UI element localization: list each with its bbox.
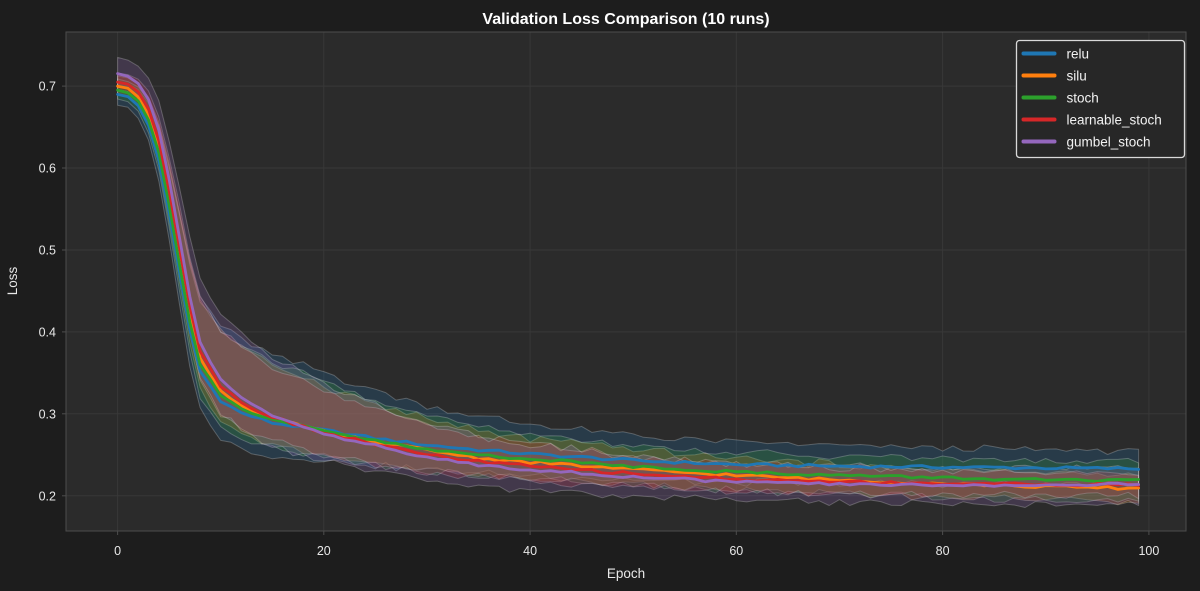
- plot-area: [66, 32, 1186, 531]
- x-tick-label: 80: [936, 544, 950, 558]
- y-tick-label: 0.2: [39, 489, 56, 503]
- series-line-gumbel_stoch: [116, 72, 1140, 488]
- y-axis: 0.2 0.3 0.4 0.5 0.6 0.7 Loss: [5, 80, 66, 503]
- series-band-learnable_stoch: [117, 72, 1140, 500]
- legend-label-learnable_stoch: learnable_stoch: [1067, 112, 1162, 127]
- x-tick-label: 60: [729, 544, 743, 558]
- x-tick-label: 100: [1138, 544, 1159, 558]
- y-tick-label: 0.4: [39, 325, 56, 339]
- x-tick-label: 40: [523, 544, 537, 558]
- y-tick-label: 0.7: [39, 80, 56, 94]
- y-tick-label: 0.3: [39, 407, 56, 421]
- y-axis-label: Loss: [5, 266, 20, 295]
- chart-title: Validation Loss Comparison (10 runs): [482, 11, 769, 28]
- legend-label-stoch: stoch: [1067, 90, 1099, 105]
- x-tick-label: 20: [317, 544, 331, 558]
- y-tick-label: 0.6: [39, 162, 56, 176]
- series-band-silu: [117, 75, 1140, 506]
- axes-spines: [65, 31, 1187, 532]
- series-layer: [116, 56, 1140, 508]
- legend-item-stoch: stoch: [1021, 90, 1099, 105]
- legend-item-gumbel_stoch: gumbel_stoch: [1021, 134, 1151, 149]
- legend-item-learnable_stoch: learnable_stoch: [1021, 112, 1162, 127]
- legend-box: [1015, 39, 1186, 159]
- series-band-gumbel_stoch: [117, 56, 1140, 508]
- legend: relu silu stoch learnable_stoch gumbel_stoch: [1015, 39, 1186, 159]
- legend-item-silu: silu: [1021, 68, 1087, 83]
- legend-label-relu: relu: [1067, 46, 1090, 61]
- legend-label-silu: silu: [1067, 68, 1087, 83]
- series-line-relu: [116, 93, 1140, 471]
- legend-label-gumbel_stoch: gumbel_stoch: [1067, 134, 1151, 149]
- x-tick-label: 0: [114, 544, 121, 558]
- series-band-stoch: [117, 78, 1140, 503]
- y-tick-label: 0.5: [39, 244, 56, 258]
- x-axis-label: Epoch: [607, 566, 645, 581]
- legend-item-relu: relu: [1021, 46, 1090, 61]
- x-axis: 0 20 40 60 80 100 Epoch: [114, 531, 1159, 581]
